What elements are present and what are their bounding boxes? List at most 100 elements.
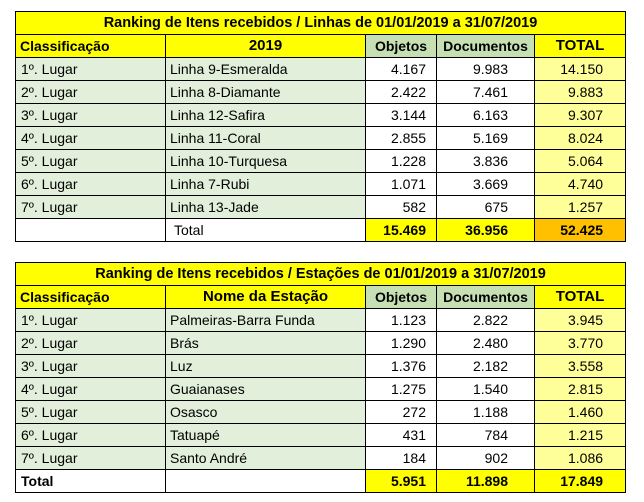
table-row: 5º. Lugar Linha 10-Turquesa 1.228 3.836 …	[15, 149, 627, 173]
total-cell: 3.558	[533, 354, 627, 378]
rank-cell: 1º. Lugar	[15, 308, 166, 332]
table-row: 6º. Lugar Tatuapé 431 784 1.215	[15, 423, 627, 447]
documentos-cell: 1.540	[436, 377, 535, 401]
rank-cell: 3º. Lugar	[15, 103, 166, 127]
documentos-cell: 7.461	[436, 80, 535, 104]
header-total: TOTAL	[533, 285, 627, 309]
table-row: 1º. Lugar Palmeiras-Barra Funda 1.123 2.…	[15, 308, 627, 332]
rank-cell: 6º. Lugar	[15, 172, 166, 196]
line-name-cell: Linha 10-Turquesa	[165, 149, 366, 173]
objetos-cell: 1.290	[365, 331, 437, 355]
total-empty-cell	[15, 218, 166, 242]
station-name-cell: Osasco	[165, 400, 366, 424]
station-name-cell: Tatuapé	[165, 423, 366, 447]
total-cell: 5.064	[533, 149, 627, 173]
station-name-cell: Luz	[165, 354, 366, 378]
header-classificacao: Classificação	[15, 34, 166, 58]
documentos-cell: 784	[436, 423, 535, 447]
line-name-cell: Linha 7-Rubi	[165, 172, 366, 196]
total-documentos: 36.956	[436, 218, 535, 242]
header-classificacao: Classificação	[15, 285, 166, 309]
documentos-cell: 1.188	[436, 400, 535, 424]
station-name-cell: Santo André	[165, 446, 366, 470]
rank-cell: 4º. Lugar	[15, 126, 166, 150]
rank-cell: 1º. Lugar	[15, 57, 166, 81]
total-cell: 1.257	[533, 195, 627, 219]
documentos-cell: 902	[436, 446, 535, 470]
documentos-cell: 2.822	[436, 308, 535, 332]
documentos-cell: 9.983	[436, 57, 535, 81]
objetos-cell: 1.071	[365, 172, 437, 196]
rank-cell: 2º. Lugar	[15, 80, 166, 104]
total-objetos: 5.951	[365, 469, 437, 493]
grand-total: 17.849	[533, 469, 627, 493]
total-cell: 3.770	[533, 331, 627, 355]
total-cell: 1.460	[533, 400, 627, 424]
objetos-cell: 1.376	[365, 354, 437, 378]
objetos-cell: 431	[365, 423, 437, 447]
station-name-cell: Palmeiras-Barra Funda	[165, 308, 366, 332]
table-row: 5º. Lugar Osasco 272 1.188 1.460	[15, 400, 627, 424]
rank-cell: 2º. Lugar	[15, 331, 166, 355]
total-label: Total	[165, 218, 366, 242]
header-year: 2019	[165, 34, 366, 58]
rank-cell: 4º. Lugar	[15, 377, 166, 401]
total-empty-cell	[165, 469, 366, 493]
header-documentos: Documentos	[436, 34, 535, 58]
objetos-cell: 3.144	[365, 103, 437, 127]
table-row: 1º. Lugar Linha 9-Esmeralda 4.167 9.983 …	[15, 57, 627, 81]
station-name-cell: Brás	[165, 331, 366, 355]
objetos-cell: 1.123	[365, 308, 437, 332]
total-label: Total	[15, 469, 166, 493]
documentos-cell: 675	[436, 195, 535, 219]
table-row: 2º. Lugar Linha 8-Diamante 2.422 7.461 9…	[15, 80, 627, 104]
line-name-cell: Linha 13-Jade	[165, 195, 366, 219]
line-name-cell: Linha 12-Safira	[165, 103, 366, 127]
header-objetos: Objetos	[365, 285, 437, 309]
header-total: TOTAL	[533, 34, 627, 58]
table-row: 6º. Lugar Linha 7-Rubi 1.071 3.669 4.740	[15, 172, 627, 196]
rank-cell: 3º. Lugar	[15, 354, 166, 378]
table-row: 7º. Lugar Santo André 184 902 1.086	[15, 446, 627, 470]
table-row: 4º. Lugar Guaianases 1.275 1.540 2.815	[15, 377, 627, 401]
table-row: 7º. Lugar Linha 13-Jade 582 675 1.257	[15, 195, 627, 219]
rank-cell: 7º. Lugar	[15, 195, 166, 219]
line-name-cell: Linha 8-Diamante	[165, 80, 366, 104]
documentos-cell: 3.669	[436, 172, 535, 196]
header-objetos: Objetos	[365, 34, 437, 58]
objetos-cell: 184	[365, 446, 437, 470]
rank-cell: 6º. Lugar	[15, 423, 166, 447]
total-cell: 9.307	[533, 103, 627, 127]
line-name-cell: Linha 11-Coral	[165, 126, 366, 150]
documentos-cell: 5.169	[436, 126, 535, 150]
total-row: Total 5.951 11.898 17.849	[15, 469, 627, 493]
documentos-cell: 2.480	[436, 331, 535, 355]
objetos-cell: 272	[365, 400, 437, 424]
station-name-cell: Guaianases	[165, 377, 366, 401]
table-row: 2º. Lugar Brás 1.290 2.480 3.770	[15, 331, 627, 355]
total-cell: 8.024	[533, 126, 627, 150]
line-name-cell: Linha 9-Esmeralda	[165, 57, 366, 81]
objetos-cell: 1.275	[365, 377, 437, 401]
header-station-name: Nome da Estação	[165, 285, 366, 309]
total-cell: 14.150	[533, 57, 627, 81]
total-documentos: 11.898	[436, 469, 535, 493]
table-title: Ranking de Itens recebidos / Linhas de 0…	[14, 11, 627, 35]
objetos-cell: 2.422	[365, 80, 437, 104]
rank-cell: 7º. Lugar	[15, 446, 166, 470]
documentos-cell: 3.836	[436, 149, 535, 173]
total-cell: 3.945	[533, 308, 627, 332]
total-objetos: 15.469	[365, 218, 437, 242]
ranking-linhas-table: Ranking de Itens recebidos / Linhas de 0…	[14, 11, 627, 242]
total-cell: 1.215	[533, 423, 627, 447]
objetos-cell: 2.855	[365, 126, 437, 150]
table-row: 3º. Lugar Linha 12-Safira 3.144 6.163 9.…	[15, 103, 627, 127]
documentos-cell: 6.163	[436, 103, 535, 127]
ranking-estacoes-table: Ranking de Itens recebidos / Estações de…	[14, 262, 627, 493]
total-cell: 2.815	[533, 377, 627, 401]
objetos-cell: 4.167	[365, 57, 437, 81]
total-cell: 9.883	[533, 80, 627, 104]
objetos-cell: 1.228	[365, 149, 437, 173]
total-cell: 4.740	[533, 172, 627, 196]
table-title: Ranking de Itens recebidos / Estações de…	[14, 262, 627, 286]
